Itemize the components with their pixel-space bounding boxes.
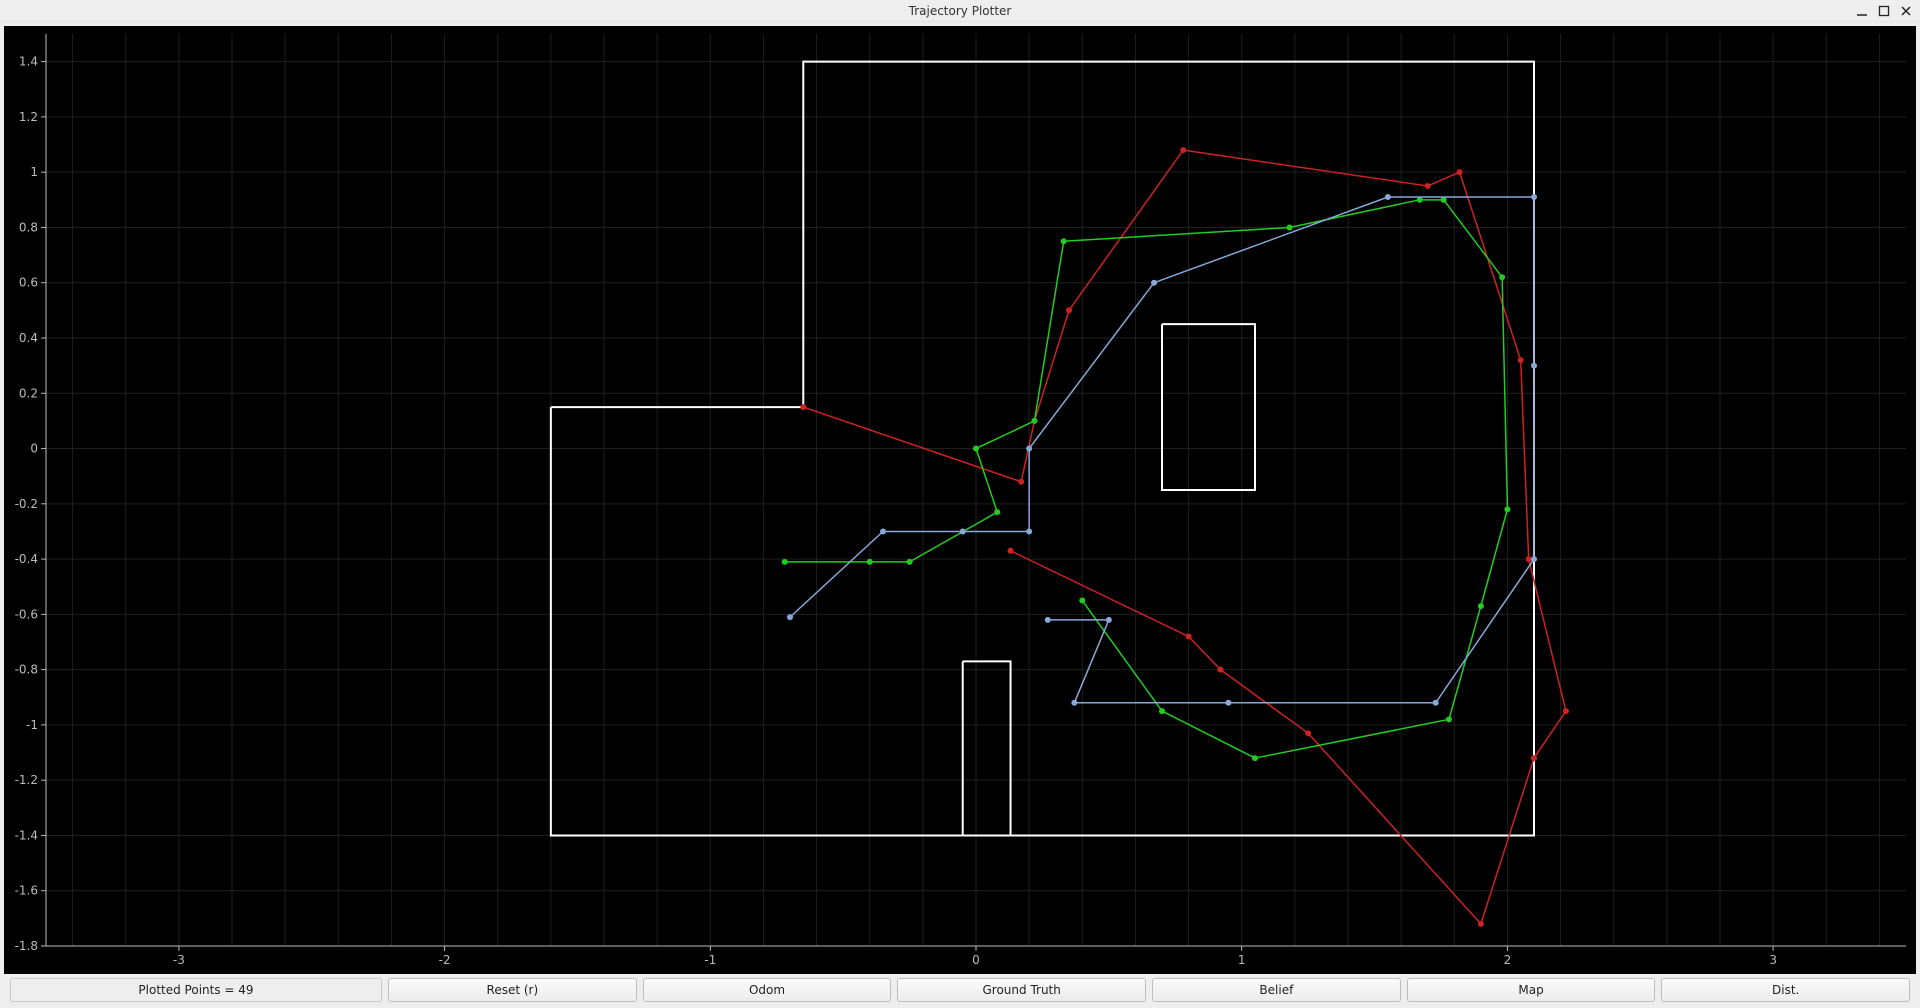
button-label: Odom [749,983,785,997]
button-label: Belief [1259,983,1293,997]
window-titlebar: Trajectory Plotter [0,0,1920,22]
button-label: Dist. [1772,983,1799,997]
svg-text:1: 1 [1238,953,1246,967]
ground-truth-button[interactable]: Ground Truth [897,978,1146,1002]
svg-text:0: 0 [972,953,980,967]
minimize-icon[interactable] [1854,3,1870,19]
svg-text:0: 0 [30,442,38,456]
plotted-points-status: Plotted Points = 49 [10,978,382,1002]
svg-text:-0.4: -0.4 [15,552,38,566]
svg-text:0.2: 0.2 [19,386,38,400]
odom-button[interactable]: Odom [643,978,892,1002]
svg-text:0.8: 0.8 [19,220,38,234]
reset-button[interactable]: Reset (r) [388,978,637,1002]
svg-text:-3: -3 [173,953,185,967]
button-label: Ground Truth [982,983,1060,997]
svg-text:-1.8: -1.8 [15,939,38,953]
svg-text:-0.6: -0.6 [15,607,38,621]
svg-text:1: 1 [30,165,38,179]
svg-text:-1: -1 [704,953,716,967]
status-label: Plotted Points = 49 [138,983,253,997]
svg-text:3: 3 [1769,953,1777,967]
button-label: Reset (r) [487,983,539,997]
svg-text:0.6: 0.6 [19,276,38,290]
svg-text:-1.2: -1.2 [15,773,38,787]
maximize-icon[interactable] [1876,3,1892,19]
belief-button[interactable]: Belief [1152,978,1401,1002]
trajectory-chart[interactable]: -3 -2 -1 0 1 2 3 -1.8 -1.6 -1.4 -1.2 -1 -0.8 -0.6 -0.4… [4,26,1916,974]
svg-text:-0.8: -0.8 [15,663,38,677]
svg-text:1.2: 1.2 [19,110,38,124]
svg-text:2: 2 [1504,953,1512,967]
svg-text:1.4: 1.4 [19,55,38,69]
dist-button[interactable]: Dist. [1661,978,1910,1002]
svg-text:-1.4: -1.4 [15,828,38,842]
svg-text:-2: -2 [439,953,451,967]
toolbar: Plotted Points = 49 Reset (r) Odom Groun… [0,978,1920,1008]
svg-text:-0.2: -0.2 [15,497,38,511]
close-icon[interactable] [1898,3,1914,19]
window-controls [1854,0,1914,21]
svg-text:-1.6: -1.6 [15,884,38,898]
map-button[interactable]: Map [1407,978,1656,1002]
window-title: Trajectory Plotter [909,4,1012,18]
svg-text:-1: -1 [26,718,38,732]
button-label: Map [1518,983,1543,997]
svg-text:0.4: 0.4 [19,331,38,345]
